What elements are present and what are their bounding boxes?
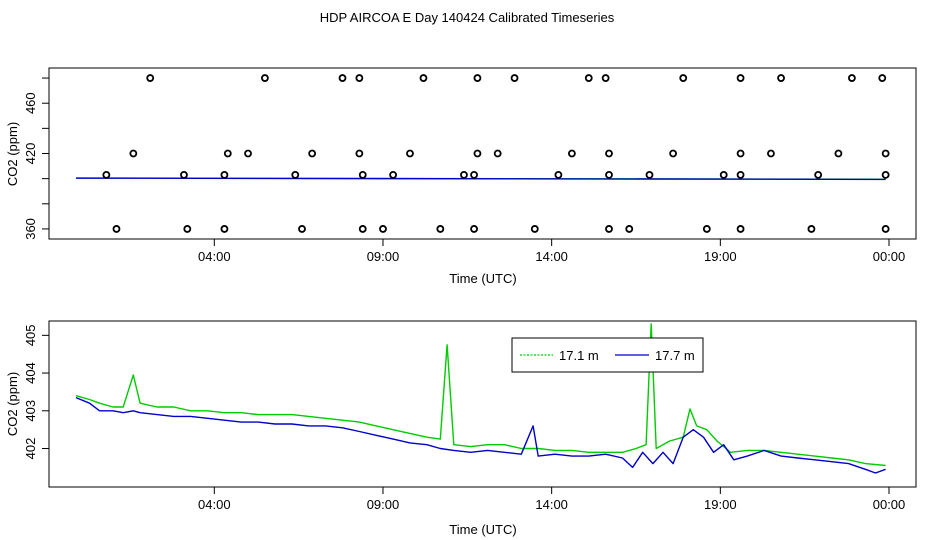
calibration-point [389, 170, 398, 179]
x-tick-label: 14:00 [535, 497, 568, 512]
figure-title: HDP AIRCOA E Day 140424 Calibrated Times… [320, 10, 615, 25]
plot-marks [75, 74, 890, 233]
calibration-point [129, 149, 138, 158]
calibration-point [645, 170, 654, 179]
calibration-point [298, 225, 306, 233]
calibration-point [554, 170, 563, 179]
calibration-point [814, 170, 823, 179]
calibration-point [470, 170, 478, 179]
trend-line-17-7m [75, 177, 886, 181]
x-tick-label: 14:00 [535, 249, 568, 264]
calibration-point [702, 225, 711, 233]
legend-label-17-7m: 17.7 m [655, 348, 695, 363]
y-tick-label: 403 [23, 400, 38, 422]
y-axis: 402 403 404 405 [23, 324, 49, 459]
calibration-point [878, 74, 887, 82]
calibration-point [625, 225, 634, 233]
y-tick-label: 402 [23, 438, 38, 460]
calibration-point [807, 225, 816, 233]
calibration-point [736, 149, 745, 158]
x-tick-label: 19:00 [704, 249, 737, 264]
calibration-point [308, 149, 317, 158]
calibration-point [834, 149, 843, 158]
calibration-point [719, 170, 728, 179]
calibration-point [146, 74, 155, 82]
x-tick-label: 09:00 [367, 249, 400, 264]
calibration-point [355, 149, 364, 158]
calibration-point [601, 74, 610, 82]
calibration-point [244, 149, 252, 158]
x-axis: 04:00 09:00 14:00 19:00 00:00 [198, 239, 905, 264]
y-tick-label: 405 [23, 324, 38, 346]
x-tick-label: 04:00 [198, 249, 231, 264]
y-tick-label: 404 [23, 362, 38, 384]
calibration-point [291, 170, 300, 179]
calibration-point [223, 149, 232, 158]
calibration-point [379, 225, 387, 233]
x-axis: 04:00 09:00 14:00 19:00 00:00 [198, 487, 905, 512]
calibration-point [881, 149, 890, 158]
calibration-point [530, 225, 539, 233]
line-panel: 04:00 09:00 14:00 19:00 00:00 402 403 404 405 T… [5, 320, 917, 537]
calibration-point [605, 225, 613, 233]
x-axis-label: Time (UTC) [449, 271, 516, 286]
x-tick-label: 19:00 [704, 497, 737, 512]
x-tick-label: 09:00 [367, 497, 400, 512]
calibration-point [567, 149, 576, 158]
plot-frame [48, 320, 917, 488]
calibration-point [102, 170, 111, 179]
calibration-point [261, 74, 269, 82]
calibration-point [419, 74, 428, 82]
calibration-point [848, 74, 856, 82]
y-axis: 360 420 460 [23, 77, 49, 240]
calibration-point [358, 170, 367, 179]
calibration-point [605, 170, 613, 179]
calibration-point [736, 74, 745, 82]
calibration-point [510, 74, 519, 82]
x-tick-label: 04:00 [198, 497, 231, 512]
calibration-point [470, 225, 478, 233]
calibration-point [338, 74, 347, 82]
scatter-panel: 04:00 09:00 14:00 19:00 00:00 360 420 460 Time… [5, 67, 917, 286]
y-tick-label: 360 [23, 218, 38, 240]
y-axis-label: CO2 (ppm) [5, 122, 20, 186]
calibration-point [679, 74, 688, 82]
y-tick-label: 460 [23, 92, 38, 114]
calibration-point [355, 74, 364, 82]
calibration-point [112, 225, 121, 233]
calibration-point [406, 149, 414, 158]
calibration-point [358, 225, 367, 233]
calibration-point [220, 170, 229, 179]
calibration-point [493, 149, 502, 158]
calibration-point [881, 225, 890, 233]
calibration-point [605, 149, 613, 158]
series-line-17-7m [75, 396, 886, 474]
calibration-point [669, 149, 678, 158]
y-tick-label: 420 [23, 143, 38, 165]
calibration-point [777, 74, 785, 82]
calibration-point [460, 170, 468, 179]
calibration-point [736, 170, 745, 179]
legend: 17.1 m 17.7 m [511, 337, 704, 373]
plot-frame [48, 67, 917, 240]
x-tick-label: 00:00 [873, 249, 906, 264]
y-axis-label: CO2 (ppm) [5, 372, 20, 436]
legend-label-17-1m: 17.1 m [559, 348, 599, 363]
series-line-17-1m [75, 323, 886, 467]
calibration-point [180, 170, 188, 179]
plot-marks [75, 323, 886, 474]
calibration-point [220, 225, 229, 233]
calibration-point [767, 149, 775, 158]
calibration-point [584, 74, 593, 82]
x-tick-label: 00:00 [873, 497, 906, 512]
calibration-point [736, 225, 745, 233]
calibration-point [881, 170, 890, 179]
x-axis-label: Time (UTC) [449, 522, 516, 537]
calibration-point [473, 74, 482, 82]
calibration-point [473, 149, 482, 158]
calibration-point [183, 225, 192, 233]
calibration-point [436, 225, 445, 233]
legend-box [511, 337, 704, 373]
